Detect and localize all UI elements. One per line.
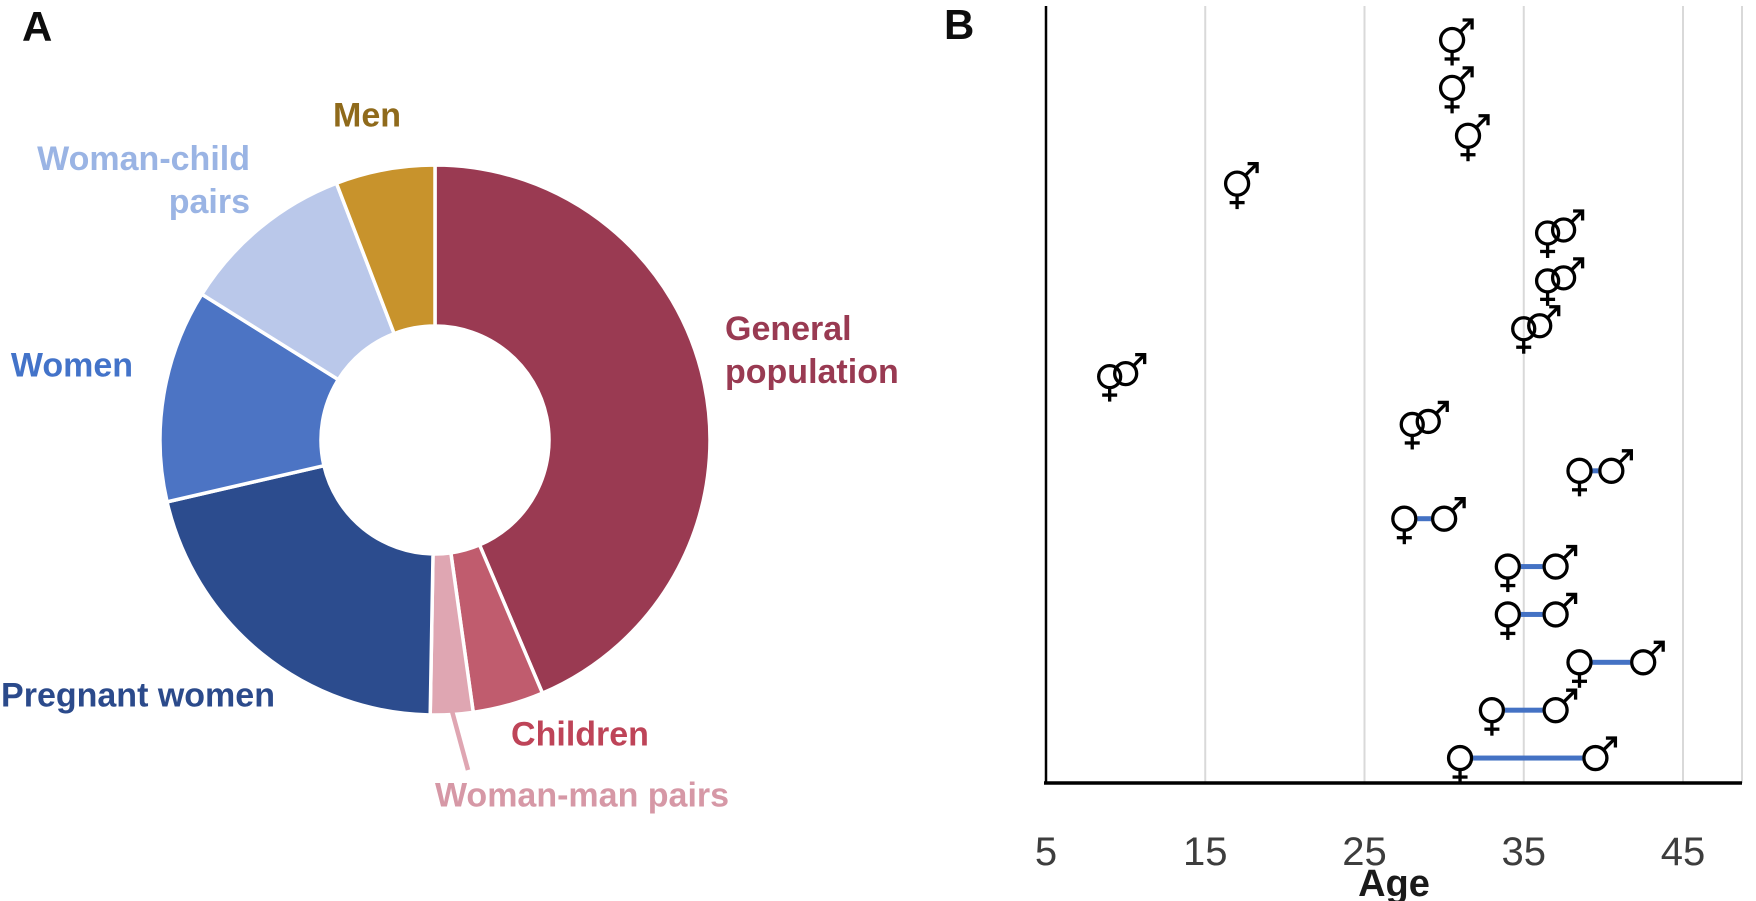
segment-label-woman-man-pairs: Woman-man pairs xyxy=(434,776,730,815)
panel-b-label: B xyxy=(944,1,975,48)
pair-link-line xyxy=(1520,564,1543,570)
scatter-row-3-combined-male-female xyxy=(1454,114,1490,162)
x-tick-label-35: 35 xyxy=(1501,830,1547,874)
pair-link-line xyxy=(1592,468,1599,474)
segment-label-children: Children xyxy=(511,715,649,754)
scatter-row-10-female-male-pair xyxy=(1566,449,1633,497)
segment-label-men: Men xyxy=(333,96,401,135)
scatter-row-7-interlocked-couple xyxy=(1511,305,1561,354)
segment-label-woman-child-pairs: Woman-child pairs xyxy=(37,140,250,221)
donut-segment-women xyxy=(158,292,341,504)
scatter-row-6-interlocked-couple xyxy=(1534,257,1585,306)
panel-a-label: A xyxy=(22,3,53,50)
scatter-row-16-female-male-pair xyxy=(1446,736,1618,784)
pair-link-line xyxy=(1473,755,1583,761)
woman-man-pairs-callout-line xyxy=(446,699,471,771)
pair-link-line xyxy=(1417,516,1432,522)
scatter-row-9-interlocked-couple xyxy=(1399,400,1449,450)
donut-segment-general-population xyxy=(433,163,712,695)
x-tick-label-5: 5 xyxy=(1034,830,1058,874)
pair-link-line xyxy=(1592,659,1631,665)
x-tick-label-15: 15 xyxy=(1183,830,1228,874)
x-tick-label-25: 25 xyxy=(1342,830,1387,874)
scatter-row-5-interlocked-couple xyxy=(1534,209,1585,258)
scatter-row-4-combined-male-female xyxy=(1223,161,1259,210)
segment-label-pregnant-women: Pregnant women xyxy=(1,676,275,715)
scatter-row-2-combined-male-female xyxy=(1438,66,1474,114)
scatter-row-15-female-male-pair xyxy=(1478,688,1578,736)
x-tick-label-45: 45 xyxy=(1660,830,1706,874)
pair-link-line xyxy=(1520,611,1543,617)
donut-segment-pregnant-women xyxy=(165,463,435,717)
scatter-row-14-female-male-pair xyxy=(1566,640,1665,688)
donut-segment-men xyxy=(334,163,437,336)
scatter-row-13-female-male-pair xyxy=(1494,592,1578,640)
scatter-row-11-female-male-pair xyxy=(1391,497,1466,545)
segment-label-general-population: General population xyxy=(725,310,899,391)
x-axis-title: Age xyxy=(1358,863,1430,901)
pair-link-line xyxy=(1504,707,1543,713)
scatter-row-8-interlocked-couple xyxy=(1097,352,1147,402)
scatter-row-1-combined-male-female xyxy=(1438,18,1474,66)
segment-label-women: Women xyxy=(10,346,134,385)
scatter-row-12-female-male-pair xyxy=(1494,544,1578,593)
